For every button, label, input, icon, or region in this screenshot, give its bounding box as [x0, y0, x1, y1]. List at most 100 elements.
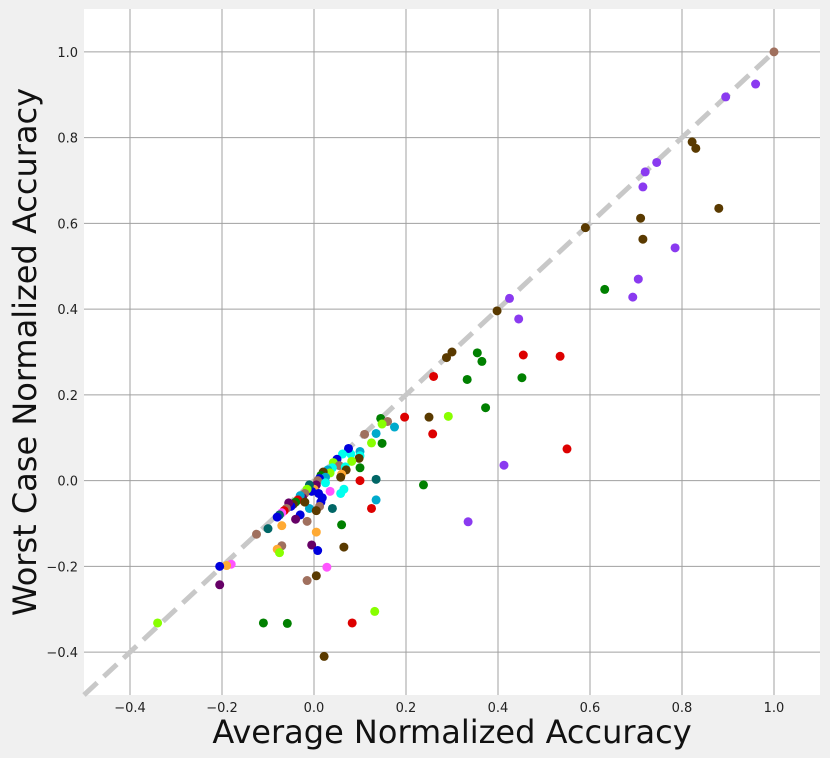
scatter-point [462, 374, 472, 384]
scatter-point [555, 351, 565, 361]
scatter-point [441, 353, 451, 363]
scatter-point [354, 453, 364, 463]
x-tick-labels: −0.4 −0.2 0.0 0.2 0.4 0.6 0.8 1.0 [114, 701, 784, 716]
scatter-point [336, 488, 346, 498]
scatter-point [633, 274, 643, 284]
y-tick-label: −0.4 [46, 646, 78, 661]
scatter-point [447, 347, 457, 357]
scatter-point [215, 580, 225, 590]
x-tick-label: 0.8 [672, 701, 693, 716]
y-tick-label: −0.2 [46, 560, 78, 575]
scatter-point [311, 506, 321, 516]
scatter-point [518, 350, 528, 360]
scatter-point [258, 618, 268, 628]
scatter-point [517, 373, 527, 383]
scatter-point [302, 516, 312, 526]
scatter-point [443, 411, 453, 421]
scatter-point [337, 520, 347, 530]
x-tick-label: 0.0 [304, 701, 325, 716]
scatter-point [215, 561, 225, 571]
scatter-point [300, 497, 310, 507]
scatter-point [367, 438, 376, 448]
y-tick-label: 1.0 [57, 46, 78, 61]
scatter-point [360, 429, 370, 439]
scatter-point [499, 460, 509, 470]
scatter-point [336, 472, 346, 482]
scatter-point [371, 474, 381, 484]
x-tick-label: 0.4 [488, 701, 509, 716]
scatter-point [347, 618, 357, 628]
x-tick-label: −0.4 [114, 701, 146, 716]
scatter-point [222, 561, 232, 571]
scatter-point [769, 47, 779, 57]
scatter-point [472, 348, 482, 358]
scatter-point [263, 524, 273, 534]
scatter-point [370, 606, 380, 616]
data-points [153, 47, 779, 661]
scatter-point [311, 527, 321, 537]
scatter-point [691, 143, 701, 153]
scatter-point [477, 356, 487, 366]
y-tick-label: 0.4 [57, 303, 78, 318]
scatter-point [628, 292, 638, 302]
scatter-point [492, 306, 502, 316]
scatter-point [670, 243, 680, 253]
x-axis-label: Average Normalized Accuracy [212, 713, 691, 751]
scatter-point [428, 429, 438, 439]
y-tick-labels: −0.4 −0.2 0.0 0.2 0.4 0.6 0.8 1.0 [46, 46, 78, 661]
scatter-point [580, 223, 590, 233]
scatter-point [339, 542, 349, 552]
scatter-point [562, 444, 572, 454]
scatter-point [327, 503, 337, 513]
scatter-point [652, 157, 662, 167]
x-tick-label: 0.6 [580, 701, 601, 716]
scatter-point [636, 213, 646, 223]
scatter-point [505, 293, 514, 303]
scatter-point [153, 618, 163, 628]
y-tick-label: 0.8 [57, 132, 78, 147]
scatter-point [638, 234, 648, 244]
scatter-point [377, 438, 387, 448]
scatter-point [714, 203, 724, 213]
scatter-point [291, 514, 301, 524]
scatter-point [355, 463, 365, 473]
x-tick-label: −0.2 [206, 701, 238, 716]
y-tick-label: 0.2 [57, 389, 78, 404]
scatter-point [640, 167, 650, 177]
scatter-point [390, 422, 399, 432]
scatter-point [311, 571, 321, 581]
scatter-point [344, 443, 353, 453]
scatter-point [304, 503, 314, 513]
scatter-point [355, 476, 365, 486]
scatter-point [307, 540, 317, 550]
y-tick-label: 0.0 [57, 475, 78, 490]
scatter-point [347, 456, 357, 466]
scatter-point [313, 546, 323, 556]
grid-lines [84, 9, 820, 695]
scatter-point [302, 576, 312, 586]
scatter-point [418, 480, 428, 490]
scatter-point [600, 284, 610, 294]
scatter-point [367, 503, 376, 513]
x-tick-label: 0.2 [396, 701, 417, 716]
scatter-point [282, 618, 292, 628]
scatter-point [321, 478, 330, 488]
scatter-point [481, 403, 491, 413]
scatter-point [463, 517, 473, 527]
y-tick-label: 0.6 [57, 217, 78, 232]
scatter-point [638, 182, 648, 192]
scatter-point [721, 92, 731, 102]
x-tick-label: 1.0 [764, 701, 785, 716]
scatter-point [514, 314, 524, 324]
scatter-point [275, 548, 284, 558]
scatter-point [325, 486, 335, 496]
y-axis-label: Worst Case Normalized Accuracy [6, 88, 44, 616]
scatter-point [371, 495, 381, 505]
scatter-point [272, 512, 282, 522]
scatter-point [424, 412, 434, 422]
scatter-point [400, 412, 410, 422]
scatter-point [751, 79, 761, 89]
scatter-point [252, 529, 261, 539]
scatter-point [429, 371, 439, 381]
